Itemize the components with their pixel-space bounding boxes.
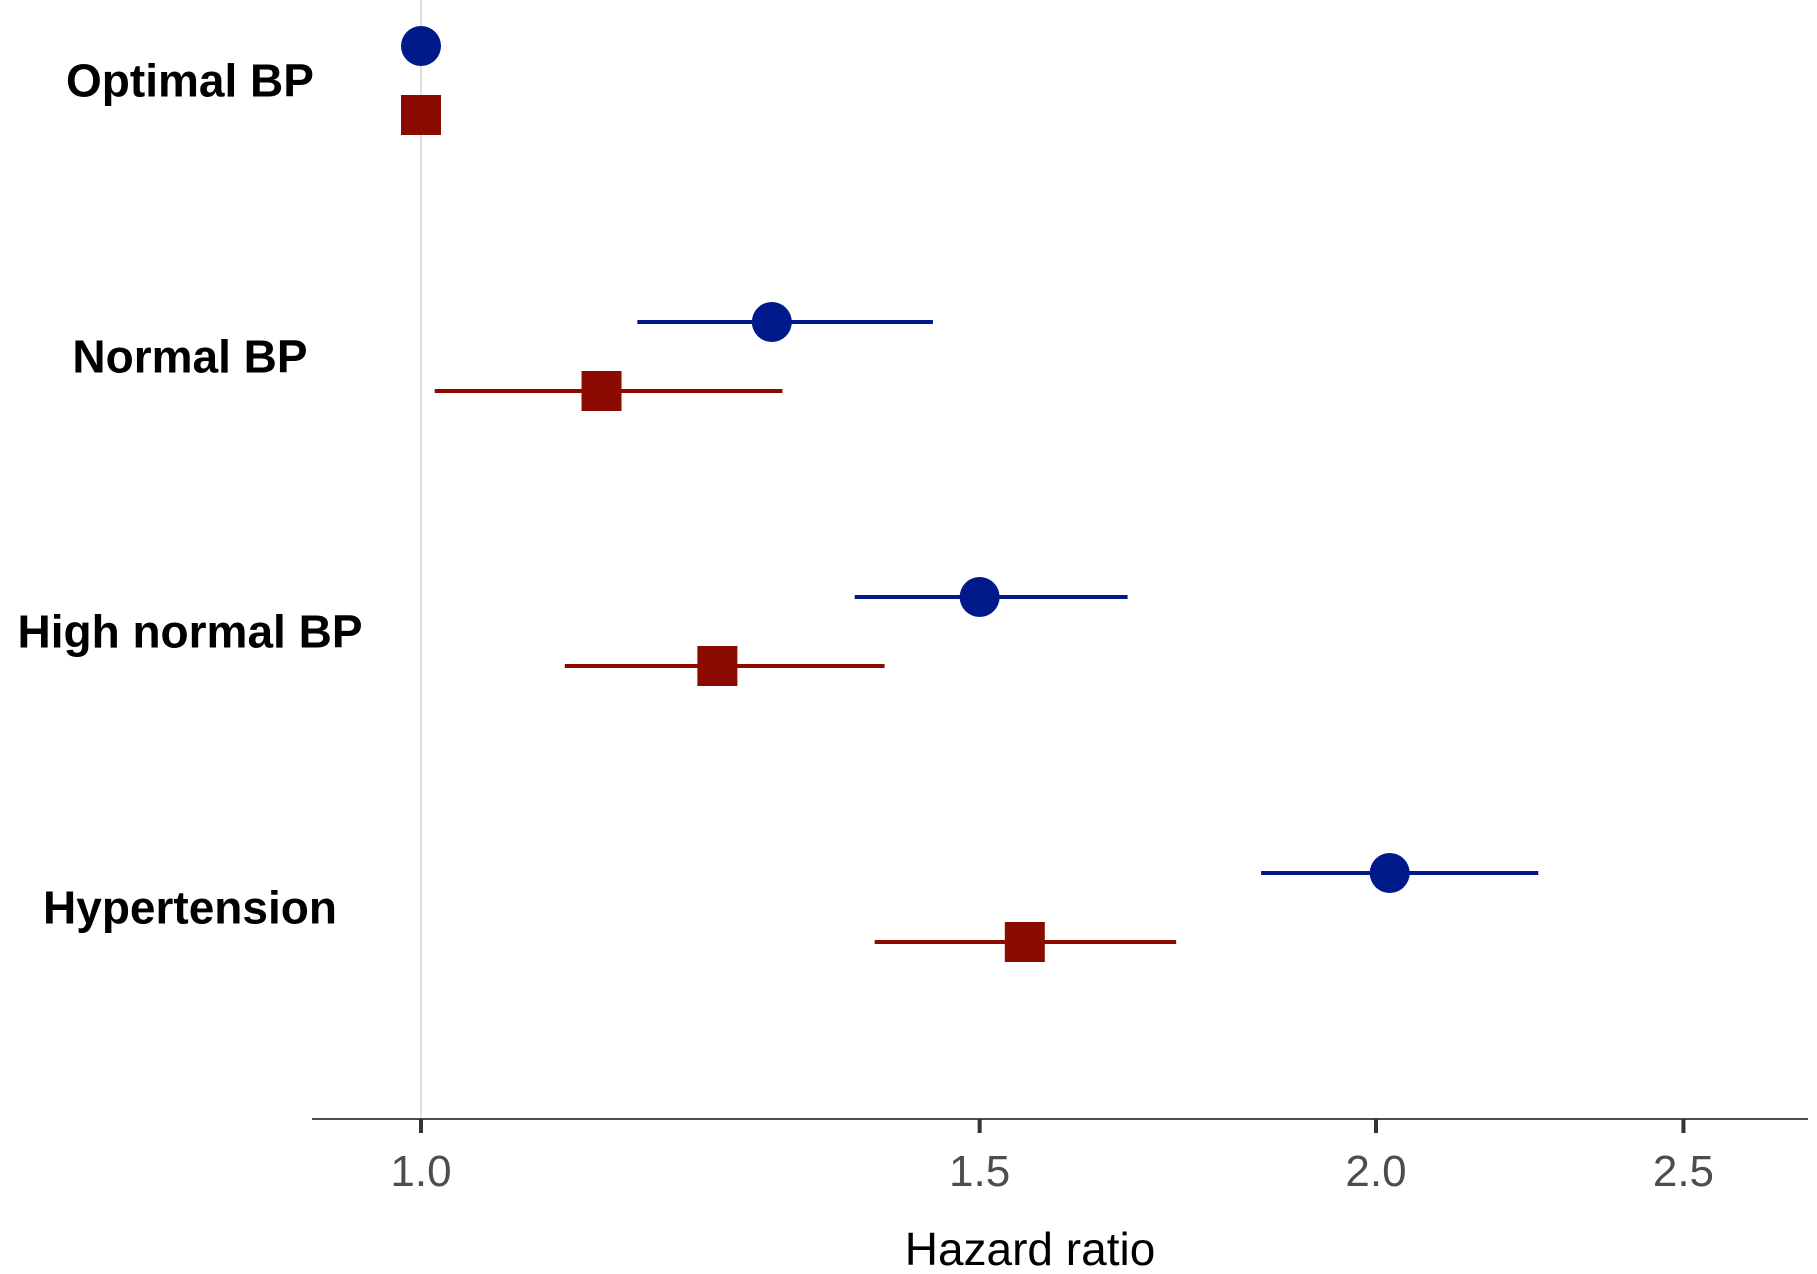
point-estimate-circle <box>1369 853 1410 893</box>
point-estimate-circle <box>751 302 792 342</box>
x-tick-label: 2.0 <box>1345 1147 1406 1196</box>
point-estimate-square <box>401 95 441 135</box>
category-label: Hypertension <box>43 882 337 934</box>
point-estimate-square <box>697 646 738 686</box>
point-estimate-circle <box>401 26 441 66</box>
x-axis-title: Hazard ratio <box>905 1223 1156 1274</box>
point-estimate-square <box>581 371 622 411</box>
point-estimate-square <box>1004 922 1045 962</box>
x-tick-label: 1.5 <box>949 1147 1010 1196</box>
category-labels: Optimal BP Normal BP High normal BP Hyperte… <box>17 55 362 934</box>
category-label: Normal BP <box>72 331 307 383</box>
category-label: Optimal BP <box>66 55 314 107</box>
plot-marks <box>401 26 1539 962</box>
x-axis: 1.0 1.5 2.0 2.5 <box>312 1118 1808 1196</box>
x-tick-label: 2.5 <box>1653 1147 1714 1196</box>
category-label: High normal BP <box>17 606 362 658</box>
x-tick-label: 1.0 <box>390 1147 451 1196</box>
point-estimate-circle <box>959 577 1000 617</box>
